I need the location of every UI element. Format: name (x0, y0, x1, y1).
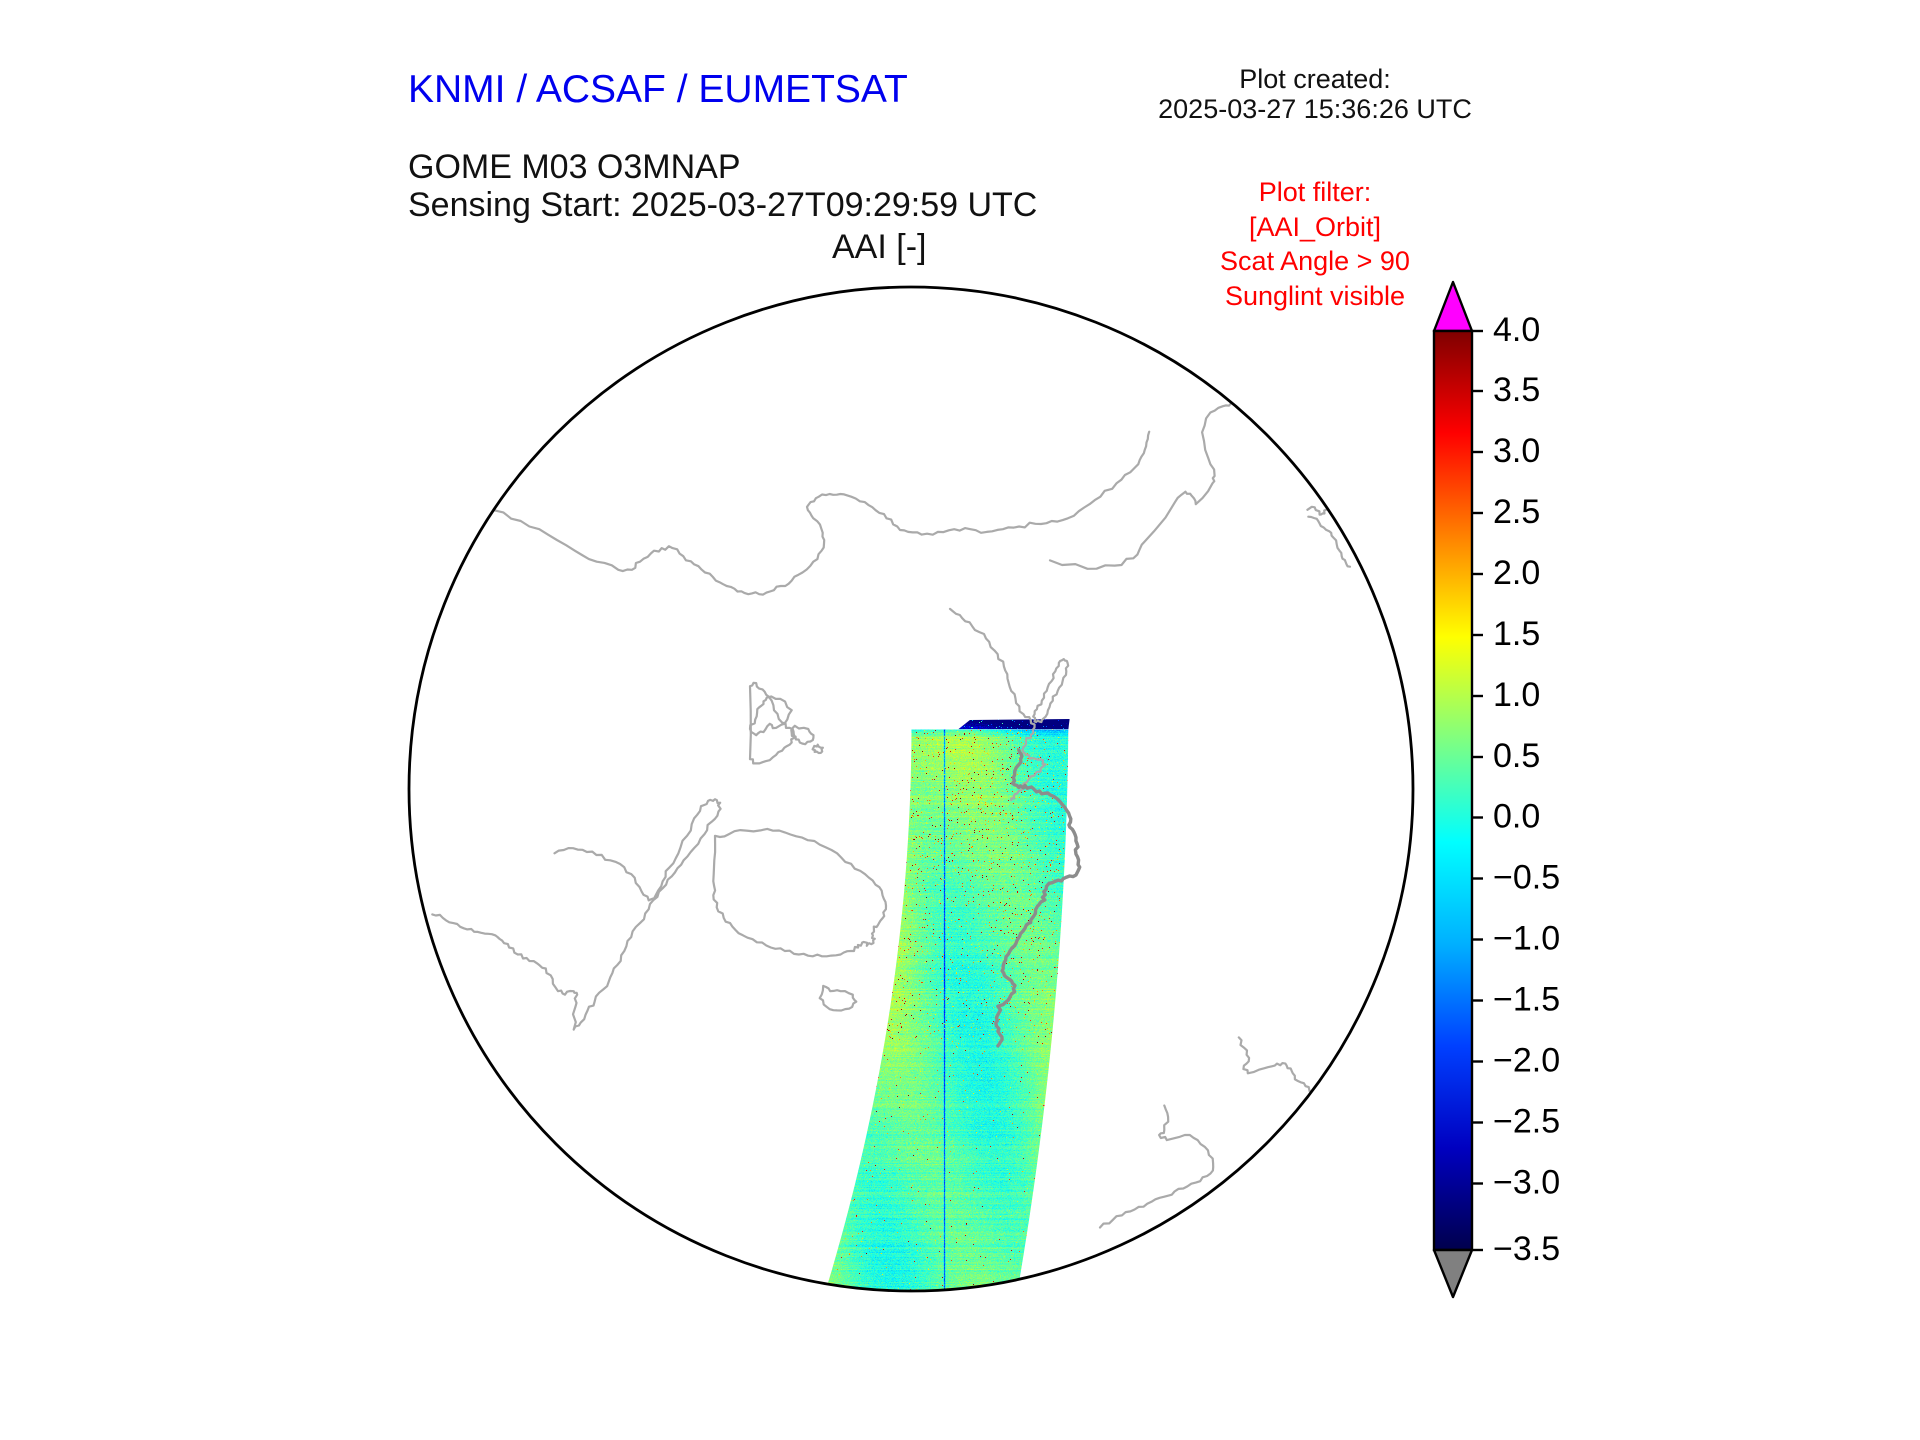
svg-text:3.5: 3.5 (1493, 371, 1540, 409)
svg-text:1.5: 1.5 (1493, 615, 1540, 653)
svg-text:−0.5: −0.5 (1493, 859, 1560, 897)
svg-text:0.5: 0.5 (1493, 737, 1540, 775)
svg-text:−3.0: −3.0 (1493, 1164, 1560, 1202)
svg-text:−2.0: −2.0 (1493, 1042, 1560, 1080)
svg-text:3.0: 3.0 (1493, 432, 1540, 470)
svg-text:−3.5: −3.5 (1493, 1230, 1560, 1268)
svg-text:−1.5: −1.5 (1493, 981, 1560, 1019)
svg-text:0.0: 0.0 (1493, 798, 1540, 836)
svg-text:2.0: 2.0 (1493, 554, 1540, 592)
svg-text:4.0: 4.0 (1493, 311, 1540, 349)
svg-text:1.0: 1.0 (1493, 676, 1540, 714)
svg-text:−2.5: −2.5 (1493, 1103, 1560, 1141)
svg-text:2.5: 2.5 (1493, 493, 1540, 531)
svg-text:−1.0: −1.0 (1493, 920, 1560, 958)
